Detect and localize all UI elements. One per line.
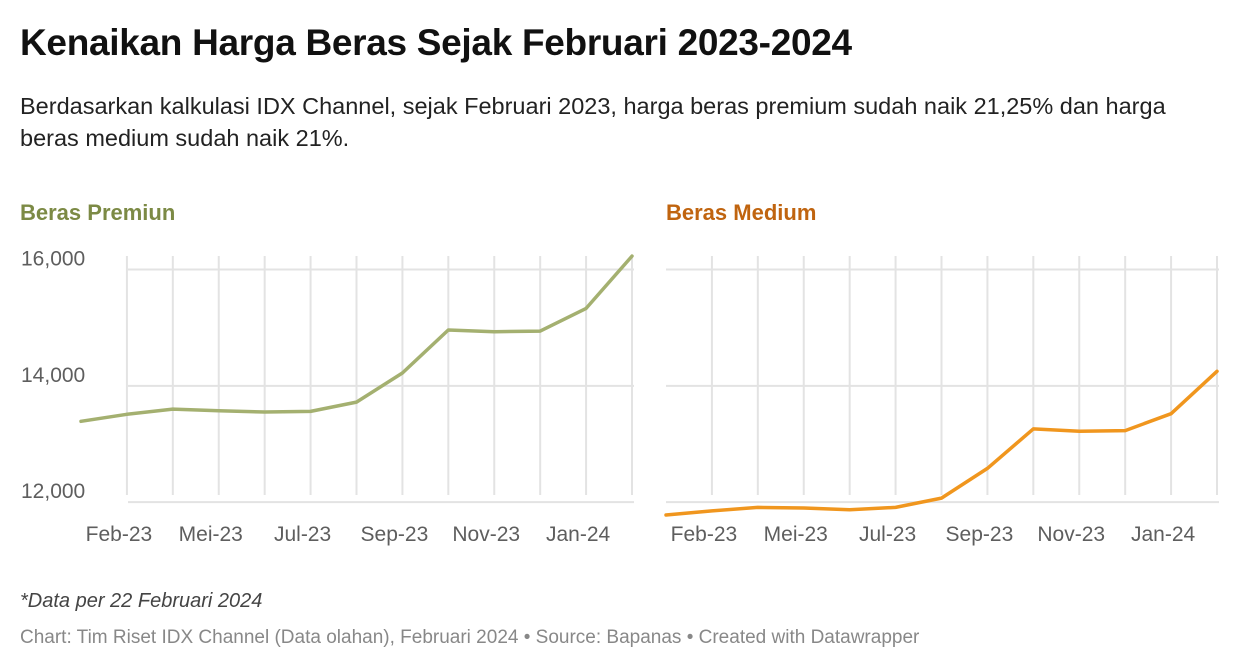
x-tick-label: Sep-23	[946, 523, 1014, 546]
y-tick-label: 16,000	[21, 247, 85, 270]
x-tick-label: Jan-24	[546, 523, 611, 546]
x-tick-label: Sep-23	[361, 523, 429, 546]
x-tick-label: Jan-24	[1131, 523, 1196, 546]
y-tick-label: 14,000	[21, 364, 85, 387]
x-tick-label: Jul-23	[859, 523, 916, 546]
chart-footer: Chart: Tim Riset IDX Channel (Data olaha…	[20, 627, 920, 648]
panel-title-medium: Beras Medium	[666, 200, 817, 225]
x-tick-label: Jul-23	[274, 523, 331, 546]
x-tick-label: Nov-23	[1037, 523, 1105, 546]
chart-subtitle: Berdasarkan kalkulasi IDX Channel, sejak…	[20, 93, 1166, 151]
series-line-premium	[79, 254, 634, 424]
series-line-medium	[664, 369, 1219, 517]
data-note: *Data per 22 Februari 2024	[20, 590, 263, 612]
x-tick-label: Nov-23	[452, 523, 520, 546]
chart-title: Kenaikan Harga Beras Sejak Februari 2023…	[20, 22, 852, 63]
x-tick-label: Mei-23	[179, 523, 243, 546]
line-charts: 12,000 14,000 16,000 Feb-23 Mei-23 Jul-23 Sep-…	[21, 247, 1219, 546]
x-tick-label: Feb-23	[671, 523, 738, 546]
panel-title-premium: Beras Premiun	[20, 200, 176, 225]
x-tick-label: Mei-23	[764, 523, 828, 546]
y-tick-label: 12,000	[21, 480, 85, 503]
x-tick-label: Feb-23	[86, 523, 153, 546]
